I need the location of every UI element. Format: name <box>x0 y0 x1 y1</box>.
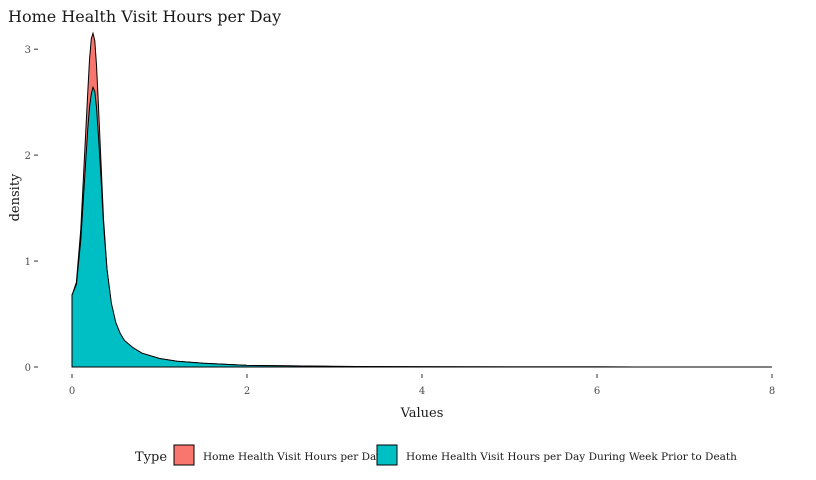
y-axis-label: density <box>8 173 23 221</box>
x-tick-label-0: 0 <box>69 386 75 397</box>
x-tick-label-1: 2 <box>244 386 250 397</box>
legend-key-series-2 <box>376 444 398 466</box>
x-axis-label: Values <box>400 406 444 421</box>
chart-title: Home Health Visit Hours per Day <box>8 7 282 26</box>
y-tick-label-1: 1 <box>25 257 31 268</box>
y-tick-label-3: 3 <box>25 45 31 56</box>
x-tick-label-3: 6 <box>594 386 600 397</box>
x-tick-label-4: 8 <box>769 386 775 397</box>
legend-label-series-1: Home Health Visit Hours per Day <box>203 451 382 463</box>
x-tick-label-2: 4 <box>419 386 425 397</box>
legend-title: Type <box>135 450 167 465</box>
density-area-series-2 <box>71 85 772 368</box>
legend-key-series-1 <box>173 444 195 466</box>
density-area-series-1 <box>71 31 772 368</box>
legend-label-series-2: Home Health Visit Hours per Day During W… <box>406 451 737 463</box>
y-tick-label-2: 2 <box>25 151 31 162</box>
y-tick-label-0: 0 <box>25 363 31 374</box>
